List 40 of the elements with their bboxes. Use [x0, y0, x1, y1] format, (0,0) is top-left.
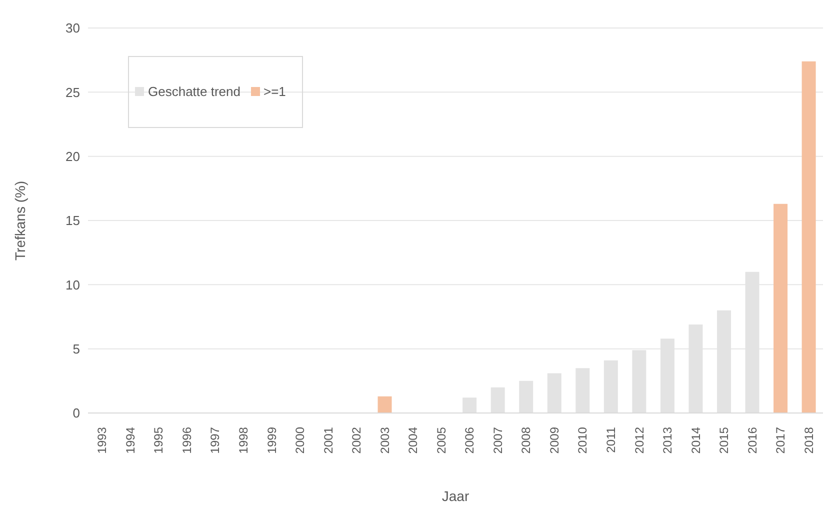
bar [378, 396, 392, 413]
x-tick-label: 1998 [236, 426, 250, 454]
x-tick-label: 2016 [745, 426, 760, 454]
x-tick-label: 1995 [152, 426, 166, 454]
x-tick-label: 2009 [547, 426, 562, 454]
y-axis-title: Trefkans (%) [12, 180, 28, 260]
x-tick-label: 2002 [350, 426, 364, 454]
x-tick-label: 2015 [717, 426, 732, 454]
x-tick-label: 2008 [519, 426, 534, 454]
x-tick-label: 2007 [490, 426, 505, 454]
x-tick-label: 2011 [604, 426, 618, 453]
bar [802, 61, 816, 413]
x-tick-label: 2012 [632, 426, 646, 454]
x-tick-label: 2010 [576, 426, 590, 454]
x-tick-label: 1996 [180, 426, 194, 454]
x-tick-label: 2003 [378, 426, 392, 454]
x-tick-label: 2017 [774, 426, 788, 454]
y-tick-label: 5 [72, 341, 80, 356]
x-tick-label: 1994 [123, 426, 138, 454]
x-tick-label: 2001 [321, 426, 336, 454]
y-tick-label: 25 [66, 84, 80, 100]
x-tick-label: 1999 [264, 426, 279, 454]
legend-label: >=1 [264, 84, 286, 99]
y-tick-label: 20 [66, 148, 80, 164]
x-axis-title: Jaar [442, 488, 470, 504]
y-tick-label: 0 [72, 406, 80, 421]
x-tick-label: 2006 [462, 426, 477, 454]
bar [774, 204, 788, 413]
x-tick-label: 1997 [208, 426, 222, 454]
y-tick-label: 30 [66, 20, 80, 36]
x-tick-label: 2005 [434, 426, 448, 454]
y-tick-label: 10 [66, 277, 80, 292]
legend-label: Geschatte trend [148, 84, 240, 99]
x-tick-label: 2000 [293, 426, 308, 454]
x-tick-label: 1993 [95, 426, 110, 454]
x-tick-label: 2013 [660, 426, 675, 454]
x-tick-label: 2018 [802, 426, 816, 454]
x-tick-label: 2014 [688, 426, 703, 454]
y-tick-label: 15 [66, 213, 80, 228]
x-tick-label: 2004 [406, 426, 420, 454]
